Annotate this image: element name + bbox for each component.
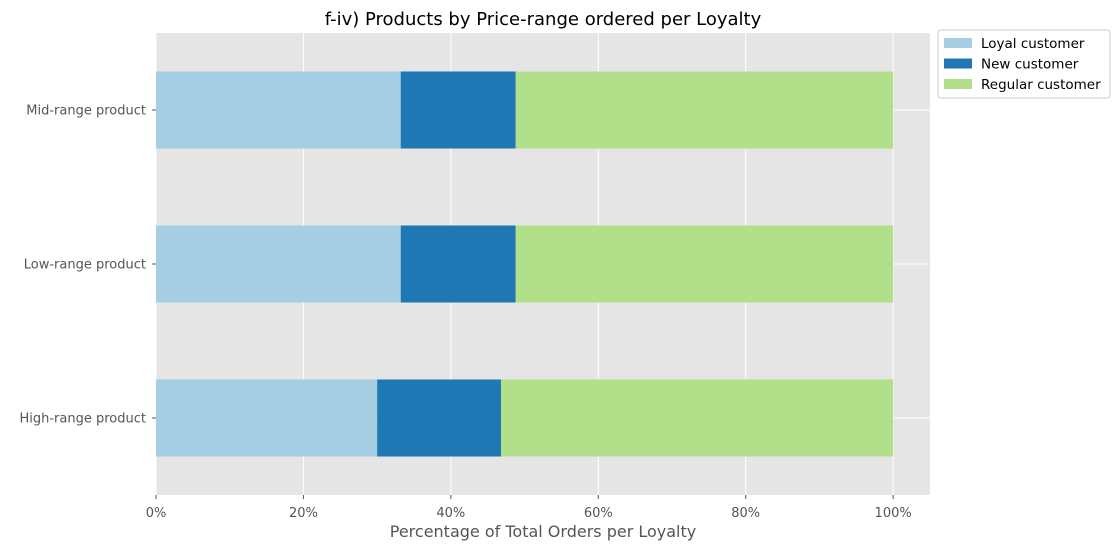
y-axis: High-range product Low-range product Mid-r… — [19, 104, 156, 427]
x-tick-label: 40% — [436, 506, 465, 521]
bar-segment — [500, 379, 894, 457]
bar-segment — [515, 225, 894, 303]
legend-swatch — [944, 38, 972, 48]
legend-swatch — [944, 58, 972, 69]
legend-box — [937, 29, 1111, 99]
bar-segment — [156, 225, 401, 303]
bar-segment — [400, 225, 516, 303]
y-tick-label: High-range product — [19, 412, 146, 427]
x-tick-label: 60% — [584, 506, 613, 521]
x-axis-label: Percentage of Total Orders per Loyalty — [390, 522, 697, 541]
y-tick-label: Mid-range product — [26, 104, 146, 119]
x-tick-label: 20% — [289, 506, 318, 521]
bar-segment — [156, 71, 401, 149]
legend-label: Loyal customer — [981, 36, 1085, 52]
y-tick-label: Low-range product — [24, 258, 146, 273]
bar-segment — [515, 71, 894, 149]
legend-label: Regular customer — [981, 77, 1101, 93]
x-axis: 0% 20% 40% 60% 80% 100% — [146, 495, 912, 521]
bar-segment — [400, 71, 516, 149]
chart-title: f-iv) Products by Price-range ordered pe… — [325, 9, 762, 30]
bar-segment — [156, 379, 378, 457]
legend-label: New customer — [981, 57, 1079, 73]
bar-segment — [377, 379, 501, 457]
x-tick-label: 0% — [146, 506, 167, 521]
x-tick-label: 100% — [875, 506, 912, 521]
x-tick-label: 80% — [731, 506, 760, 521]
legend-swatch — [944, 79, 972, 89]
legend: Loyal customer New customer Regular custom… — [937, 29, 1111, 99]
bars — [156, 71, 894, 457]
